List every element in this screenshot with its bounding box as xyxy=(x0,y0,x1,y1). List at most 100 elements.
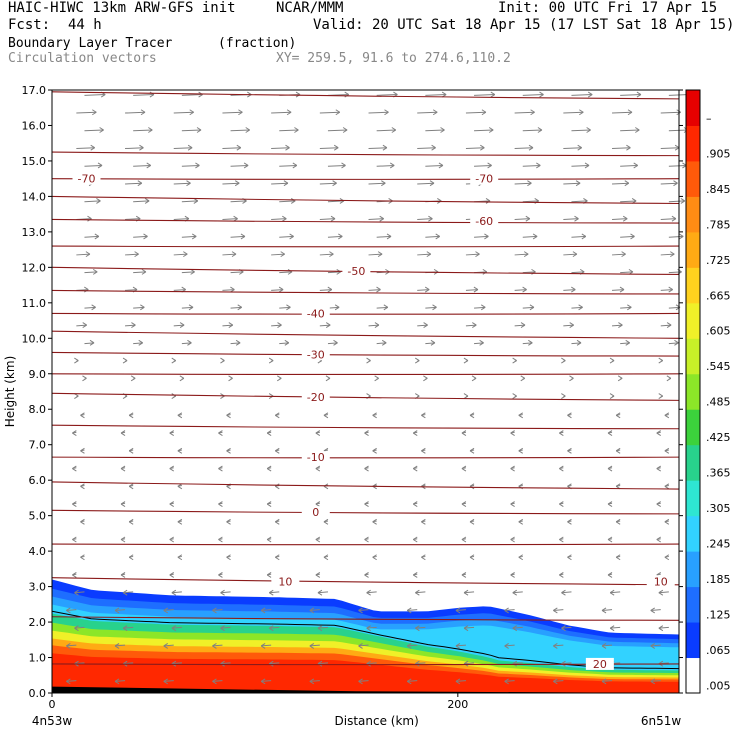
isotherm-line xyxy=(51,543,680,546)
vector-head xyxy=(487,162,492,169)
vector-arrow xyxy=(368,147,387,150)
vector-head xyxy=(525,215,531,222)
vector-head xyxy=(226,447,231,454)
vector-head xyxy=(284,339,290,346)
vector-arrow xyxy=(279,306,291,309)
vector-head xyxy=(504,607,509,614)
vector-arrow xyxy=(133,271,146,274)
vector-arrow xyxy=(612,111,633,114)
vector-head xyxy=(650,678,656,685)
vector-arrow xyxy=(220,591,231,594)
vector-head xyxy=(218,572,223,578)
vector-arrow xyxy=(620,200,637,203)
vector-head xyxy=(567,412,572,419)
vector-arrow xyxy=(417,111,438,114)
vector-head xyxy=(455,642,461,649)
vector-head xyxy=(74,589,79,596)
vector-head xyxy=(366,589,371,596)
vector-arrow xyxy=(612,218,628,220)
init-time: Init: 00 UTC Fri 17 Apr 15 xyxy=(498,0,718,16)
vector-head xyxy=(561,625,566,632)
vector-head xyxy=(601,642,607,649)
isotherm-line xyxy=(51,481,680,490)
vector-head xyxy=(455,607,461,614)
colorbar-swatch xyxy=(686,90,700,126)
vector-arrow xyxy=(327,235,343,238)
vector-arrow xyxy=(309,680,320,682)
vector-arrow xyxy=(319,147,339,150)
vector-arrow xyxy=(115,644,126,647)
vector-head xyxy=(323,412,329,419)
colorbar-label: .305 xyxy=(706,502,731,515)
vector-head xyxy=(364,536,369,543)
vector-head xyxy=(587,91,593,98)
vector-arrow xyxy=(407,644,418,647)
vector-head xyxy=(622,215,628,222)
vector-arrow xyxy=(271,147,290,150)
vector-head xyxy=(615,447,621,454)
vector-arrow xyxy=(668,235,684,238)
vector-head xyxy=(574,215,579,222)
vector-arrow xyxy=(220,662,231,665)
colorbar-swatch xyxy=(686,409,700,446)
vector-head xyxy=(391,127,397,133)
valid-time: Valid: 20 UTC Sat 18 Apr 15 (17 LST Sat … xyxy=(313,17,735,33)
vector-arrow xyxy=(522,271,536,274)
vector-arrow xyxy=(163,680,174,682)
y-tick-label: 8.0 xyxy=(29,403,47,416)
vector-arrow xyxy=(571,94,593,96)
vector-arrow xyxy=(173,253,188,256)
vector-head xyxy=(463,393,469,399)
vector-head xyxy=(120,572,126,578)
vector-head xyxy=(330,215,336,222)
vector-arrow xyxy=(133,306,145,309)
vector-head xyxy=(461,430,467,437)
vector-head xyxy=(567,518,572,525)
isotherm-label-bg xyxy=(72,172,101,185)
vector-arrow xyxy=(319,253,334,256)
vector-head xyxy=(463,625,469,632)
vector-head xyxy=(561,393,566,399)
vector-head xyxy=(671,215,677,222)
vector-arrow xyxy=(230,306,242,309)
vector-arrow xyxy=(455,680,466,682)
vector-arrow xyxy=(455,609,466,611)
vector-head xyxy=(414,357,420,364)
vector-arrow xyxy=(368,218,384,220)
vector-arrow xyxy=(133,129,153,132)
vector-arrow xyxy=(563,324,574,327)
vector-arrow xyxy=(407,680,418,682)
vector-arrow xyxy=(571,306,583,309)
vector-arrow xyxy=(84,200,101,203)
vector-head xyxy=(656,501,662,507)
vector-head xyxy=(522,286,527,293)
vector-head xyxy=(366,357,371,364)
vector-arrow xyxy=(222,218,238,220)
vector-arrow xyxy=(368,324,379,327)
vector-arrow xyxy=(571,235,586,238)
vector-arrow xyxy=(317,626,329,629)
vector-head xyxy=(607,430,613,437)
vector-head xyxy=(579,109,584,116)
vector-head xyxy=(245,127,250,133)
vector-head xyxy=(440,127,445,133)
vector-head xyxy=(520,322,526,329)
vector-arrow xyxy=(376,129,396,132)
vector-arrow xyxy=(171,662,182,665)
vector-head xyxy=(90,144,95,151)
vector-head xyxy=(650,642,656,649)
vector-head xyxy=(240,233,246,240)
y-tick-label: 15.0 xyxy=(22,155,47,168)
vector-arrow xyxy=(279,342,289,345)
vector-arrow xyxy=(173,324,185,327)
vector-head xyxy=(260,678,266,685)
vector-head xyxy=(141,268,147,275)
vector-head xyxy=(187,339,192,346)
vector-head xyxy=(426,251,432,258)
isotherm-label-bg xyxy=(301,451,330,464)
vector-head xyxy=(376,286,381,293)
vector-head xyxy=(274,447,280,454)
vector-arrow xyxy=(133,342,143,345)
vector-head xyxy=(120,501,126,507)
vector-head xyxy=(438,162,444,169)
